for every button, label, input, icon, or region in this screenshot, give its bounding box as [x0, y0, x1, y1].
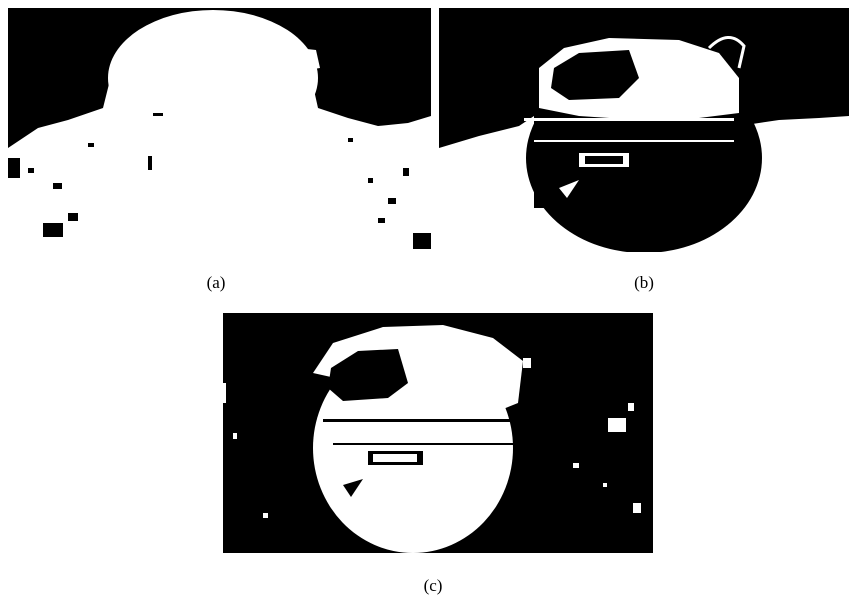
mask-b-image [439, 8, 849, 252]
binary-mask-panel-b [439, 8, 849, 252]
mask-c-image [223, 313, 653, 553]
caption-a: (a) [206, 273, 226, 292]
caption-c: (c) [423, 576, 443, 595]
mask-a-image [8, 8, 431, 249]
binary-mask-panel-c [223, 313, 653, 553]
binary-mask-panel-a [8, 8, 431, 249]
caption-b: (b) [634, 273, 654, 292]
